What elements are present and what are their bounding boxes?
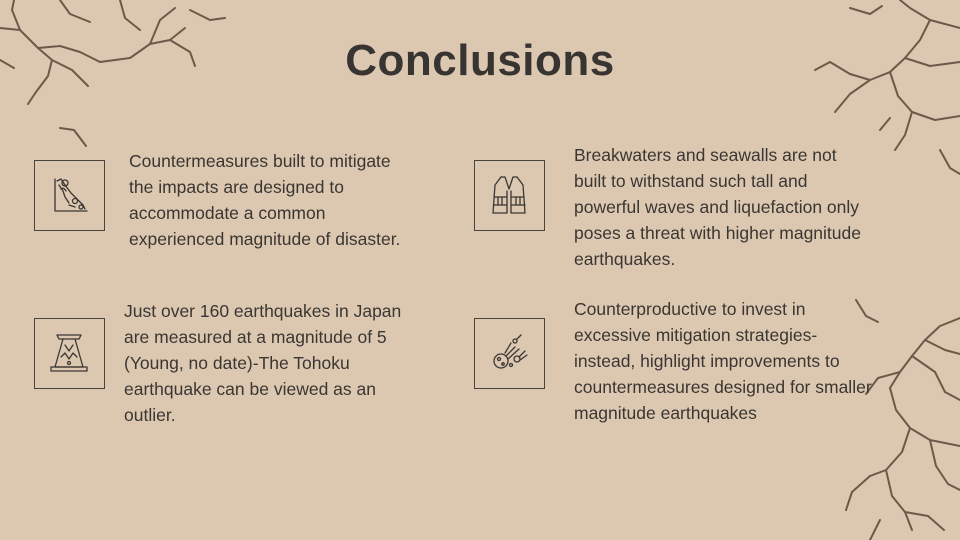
landslide-icon-box xyxy=(34,160,105,231)
meteor-icon-box xyxy=(474,318,545,389)
conclusion-text-3: Just over 160 earthquakes in Japan are m… xyxy=(124,301,402,425)
conclusion-text-2: Breakwaters and seawalls are not built t… xyxy=(574,145,861,269)
volcano-icon-box xyxy=(34,318,105,389)
conclusion-text-4: Counterproductive to invest in excessive… xyxy=(574,299,872,423)
volcano-icon xyxy=(50,334,88,372)
life-vest-icon xyxy=(492,176,526,214)
page-title: Conclusions xyxy=(345,36,615,85)
meteor-icon xyxy=(493,334,528,369)
life-vest-icon-box xyxy=(474,160,545,231)
conclusion-text-1: Countermeasures built to mitigate the im… xyxy=(129,151,401,249)
landslide-icon xyxy=(54,178,88,212)
